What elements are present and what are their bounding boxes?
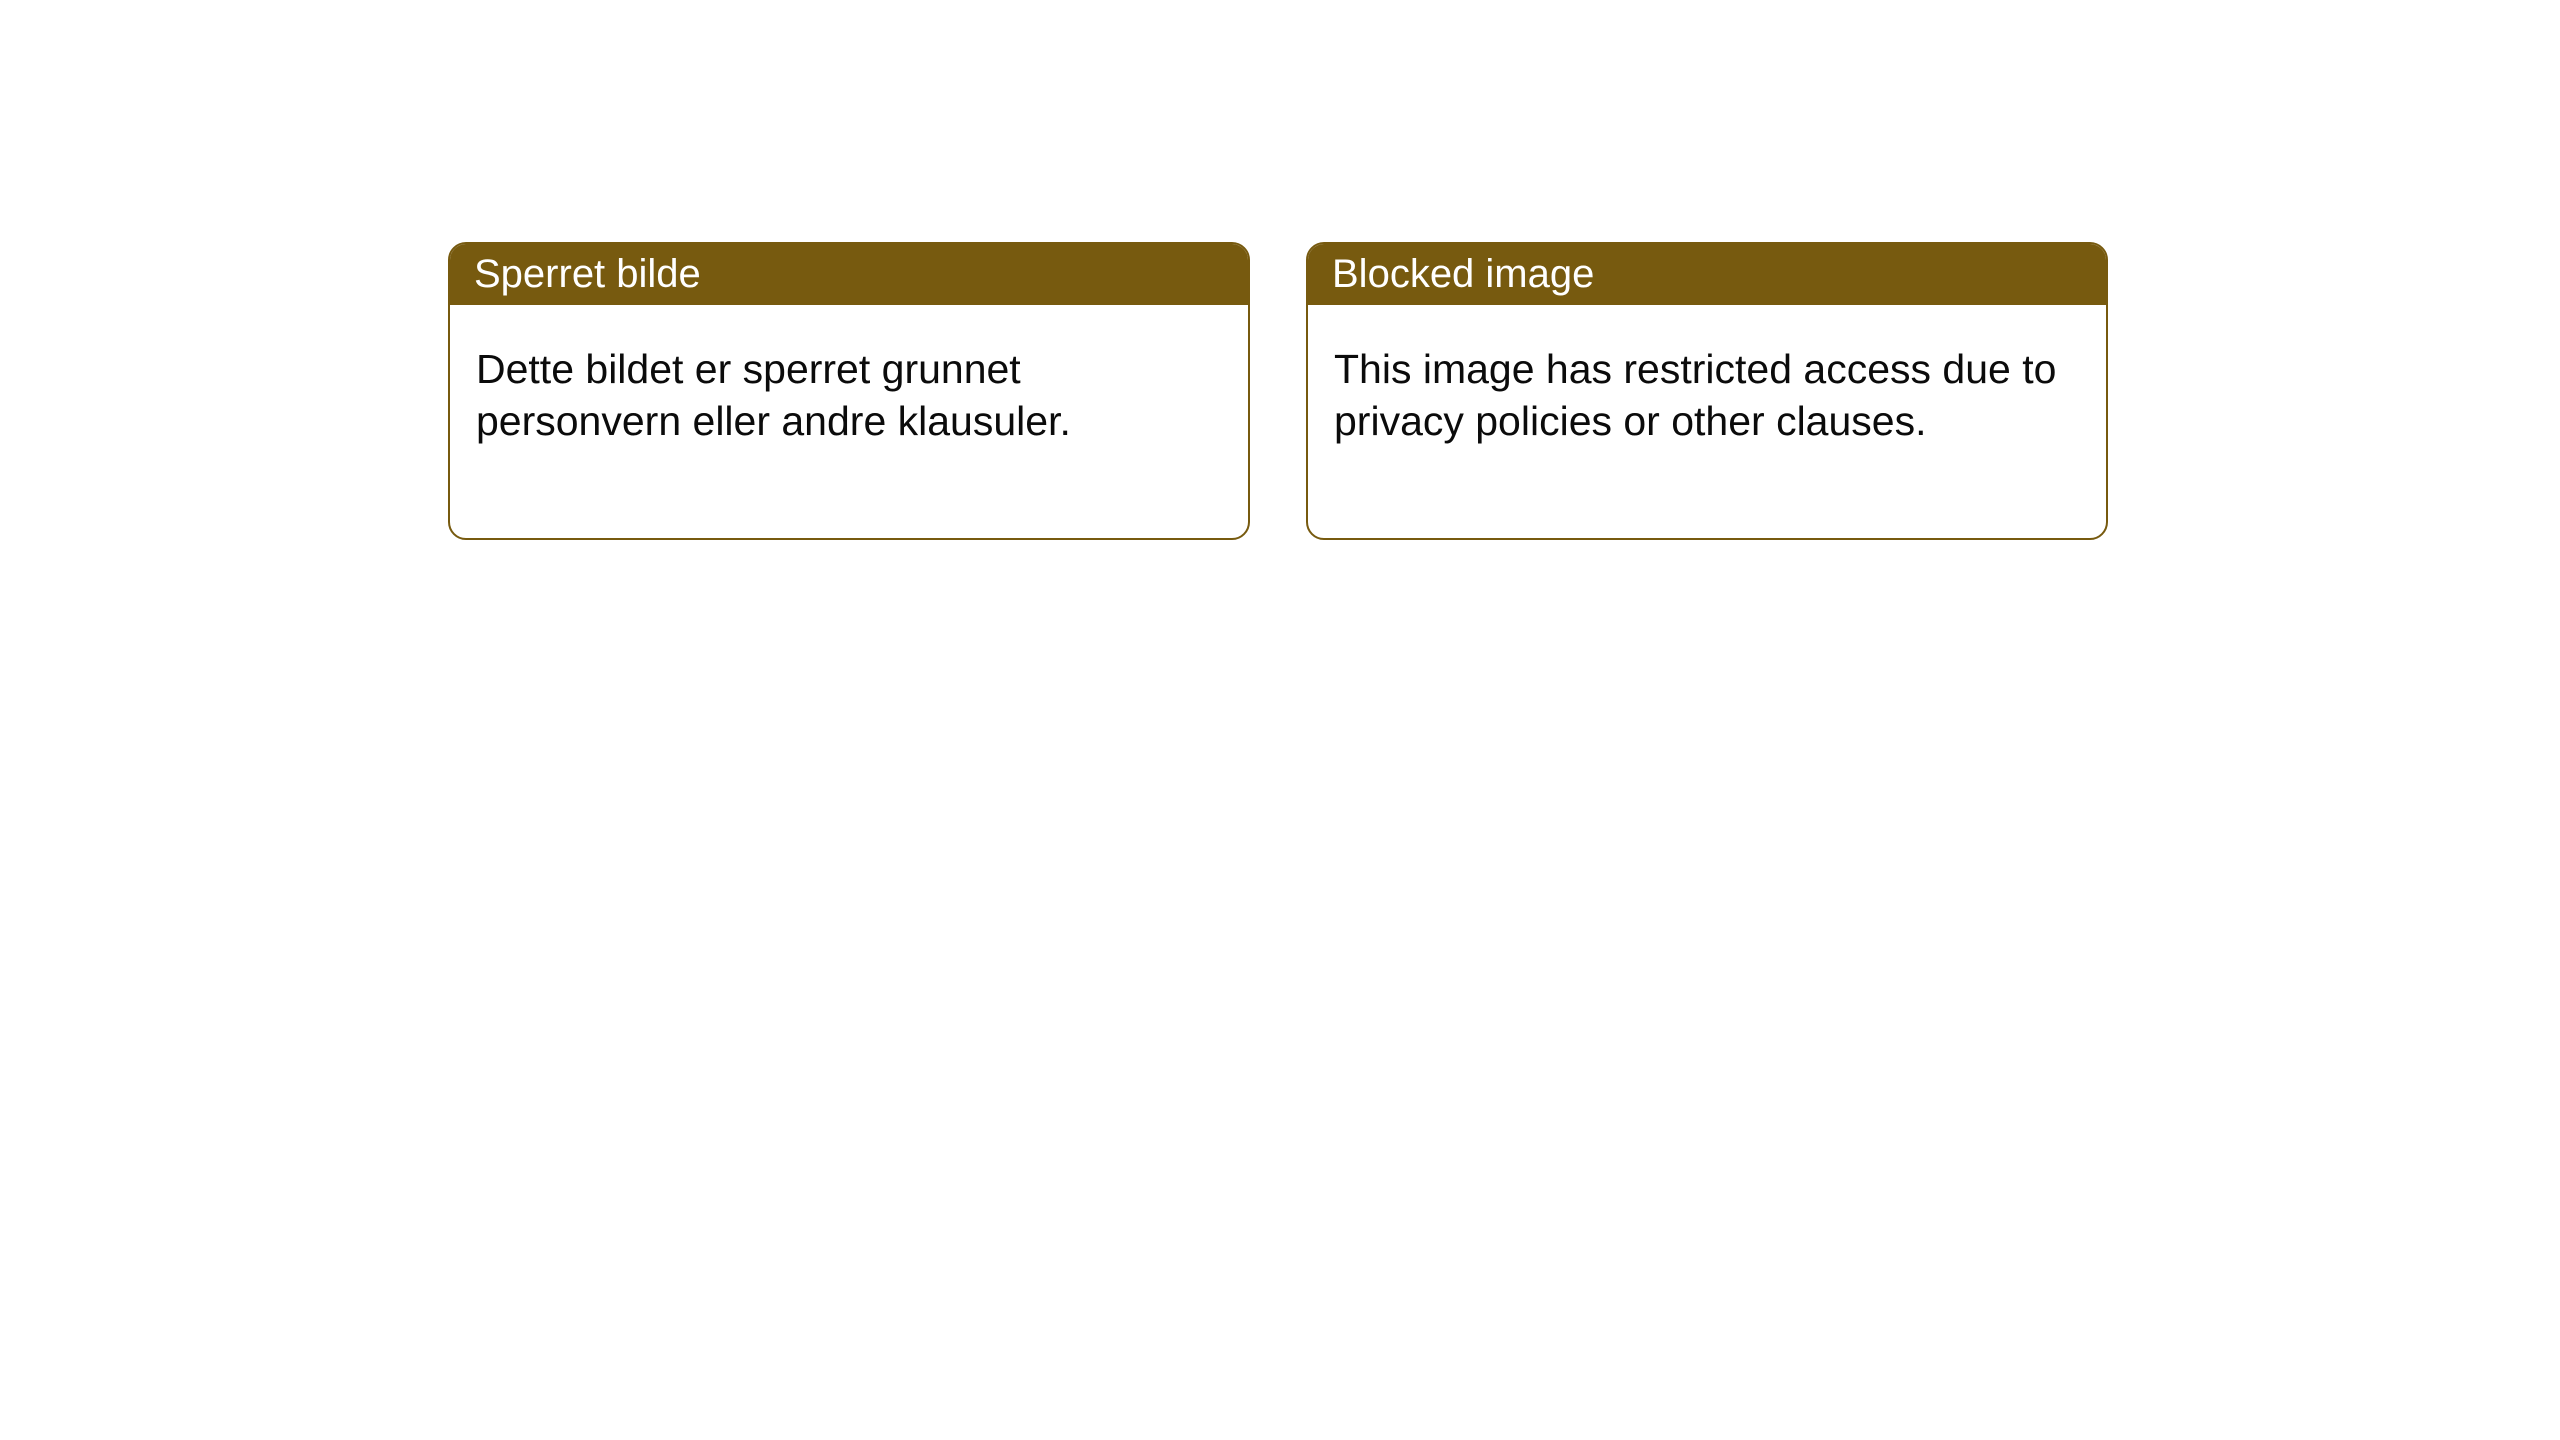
card-header: Blocked image bbox=[1308, 244, 2106, 305]
card-title: Blocked image bbox=[1332, 252, 1594, 296]
card-body: This image has restricted access due to … bbox=[1308, 305, 2106, 538]
notice-card-norwegian: Sperret bilde Dette bildet er sperret gr… bbox=[448, 242, 1250, 540]
card-body-text: Dette bildet er sperret grunnet personve… bbox=[476, 346, 1071, 444]
notice-cards-container: Sperret bilde Dette bildet er sperret gr… bbox=[448, 242, 2108, 540]
notice-card-english: Blocked image This image has restricted … bbox=[1306, 242, 2108, 540]
card-header: Sperret bilde bbox=[450, 244, 1248, 305]
card-body-text: This image has restricted access due to … bbox=[1334, 346, 2056, 444]
card-body: Dette bildet er sperret grunnet personve… bbox=[450, 305, 1248, 538]
card-title: Sperret bilde bbox=[474, 252, 701, 296]
